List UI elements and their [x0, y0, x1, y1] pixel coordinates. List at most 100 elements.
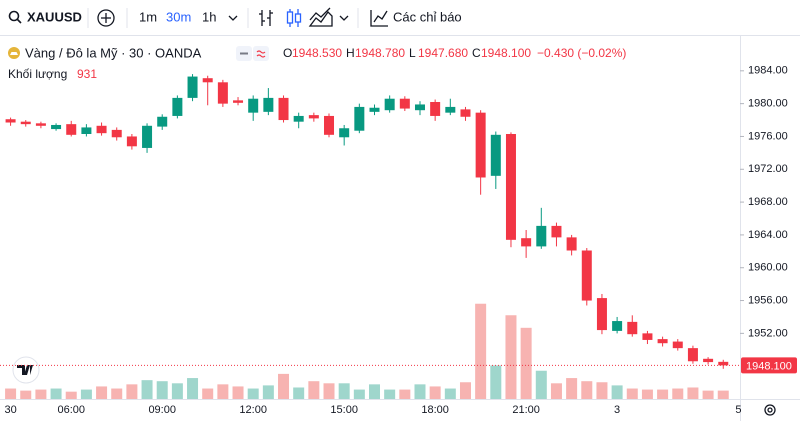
volume-bar [217, 384, 229, 399]
volume-bar [475, 303, 487, 399]
x-tick-label: 5 [735, 404, 741, 416]
add-symbol-icon[interactable] [97, 9, 115, 27]
y-tick-label: 1976.00 [748, 130, 788, 142]
volume-bar [505, 315, 517, 399]
candle-body [627, 321, 638, 335]
last-price-label: 1948.100 [746, 360, 792, 372]
y-tick-label: 1956.00 [748, 294, 788, 306]
interval[interactable]: 1m [139, 9, 157, 24]
volume-bar [490, 365, 502, 399]
volume-bar [96, 386, 108, 399]
volume-bar [187, 378, 199, 399]
volume-bar [338, 383, 350, 399]
candle-body [703, 358, 714, 363]
candle-body [96, 125, 107, 134]
volume-bar [50, 388, 62, 399]
legend-title: Vàng / Đô la Mỹ · 30 · OANDA [25, 45, 202, 60]
interval[interactable]: 1h [202, 9, 216, 24]
interval-active[interactable]: 30m [166, 9, 191, 24]
x-tick-label: 09:00 [148, 404, 176, 416]
candle-body [551, 225, 562, 238]
volume-bar [35, 389, 47, 399]
volume-bar [657, 389, 669, 399]
candle-body [414, 104, 425, 111]
y-tick-label: 1972.00 [748, 163, 788, 175]
legend-button[interactable] [253, 46, 269, 61]
x-tick-label: 3 [614, 404, 620, 416]
volume-bar [323, 383, 335, 399]
candle-body [536, 225, 547, 247]
volume-bar [80, 389, 92, 399]
candle-body [505, 133, 516, 240]
volume-bar [384, 389, 396, 399]
candle-body [217, 82, 228, 104]
legend-value: 1948.780 [355, 46, 405, 60]
symbol-logo-mark [10, 52, 18, 55]
chart-type-menu[interactable] [339, 15, 349, 21]
y-tick-label: 1960.00 [748, 262, 788, 274]
candle-body [475, 112, 486, 178]
volume-bar [369, 384, 380, 399]
volume-bar [202, 388, 214, 399]
volume-bar [535, 370, 547, 399]
volume-bar [414, 384, 426, 399]
candle-body [202, 78, 213, 83]
volume-bar [459, 382, 471, 399]
last-price-box [741, 357, 797, 374]
candle-body [657, 339, 668, 344]
candle-body [642, 333, 653, 340]
candle-body [490, 134, 501, 176]
x-tick-label: 30 [4, 404, 16, 416]
y-tick-label: 1984.00 [748, 65, 788, 77]
candle-body [308, 115, 319, 119]
candle-body [263, 97, 274, 112]
candle-body [399, 98, 410, 109]
volume-bar [581, 381, 593, 399]
volume-bar [550, 383, 562, 399]
volume-bar [247, 388, 259, 399]
symbol[interactable]: XAUUSD [27, 9, 82, 24]
candle-body [339, 128, 350, 138]
settings-icon[interactable] [764, 404, 776, 416]
volume-bar [399, 389, 411, 399]
indicators-button[interactable]: Các chỉ báo [393, 9, 462, 24]
candles-icon[interactable] [286, 9, 302, 27]
legend-value: 1948.100 [481, 46, 531, 60]
volume-bar [5, 388, 17, 399]
candle-body [66, 124, 77, 135]
volume-bar [262, 385, 274, 399]
volume-bar [293, 387, 305, 399]
candle-body [5, 119, 16, 123]
legend-key: C [472, 46, 481, 60]
candle-body [278, 97, 289, 121]
candle-body [718, 361, 729, 366]
candle-body [126, 136, 137, 147]
candle-body [35, 123, 46, 126]
candle-body [157, 116, 168, 127]
area-icon[interactable] [308, 7, 333, 27]
y-tick-label: 1952.00 [748, 327, 788, 339]
x-tick-label: 18:00 [421, 404, 449, 416]
candle-body [521, 238, 532, 247]
search-icon[interactable] [8, 10, 22, 24]
candle-body [324, 115, 335, 135]
y-tick-label: 1980.00 [748, 98, 788, 110]
candle-body [142, 125, 153, 148]
indicators-icon[interactable] [370, 10, 388, 27]
interval-menu[interactable] [228, 15, 238, 21]
bars-icon[interactable] [259, 10, 273, 26]
volume-bar [626, 388, 638, 399]
legend-button-icon [256, 50, 266, 58]
candle-body [384, 98, 395, 111]
y-tick-label: 1964.00 [748, 229, 788, 241]
volume-bar [596, 382, 608, 399]
volume-bar [611, 385, 623, 399]
candle-body [172, 97, 183, 116]
candle-body [20, 121, 31, 125]
candle-body [248, 98, 259, 113]
x-tick-label: 15:00 [330, 404, 358, 416]
candle-body [581, 250, 592, 301]
volume-bar [141, 380, 153, 399]
x-tick-label: 12:00 [239, 404, 267, 416]
